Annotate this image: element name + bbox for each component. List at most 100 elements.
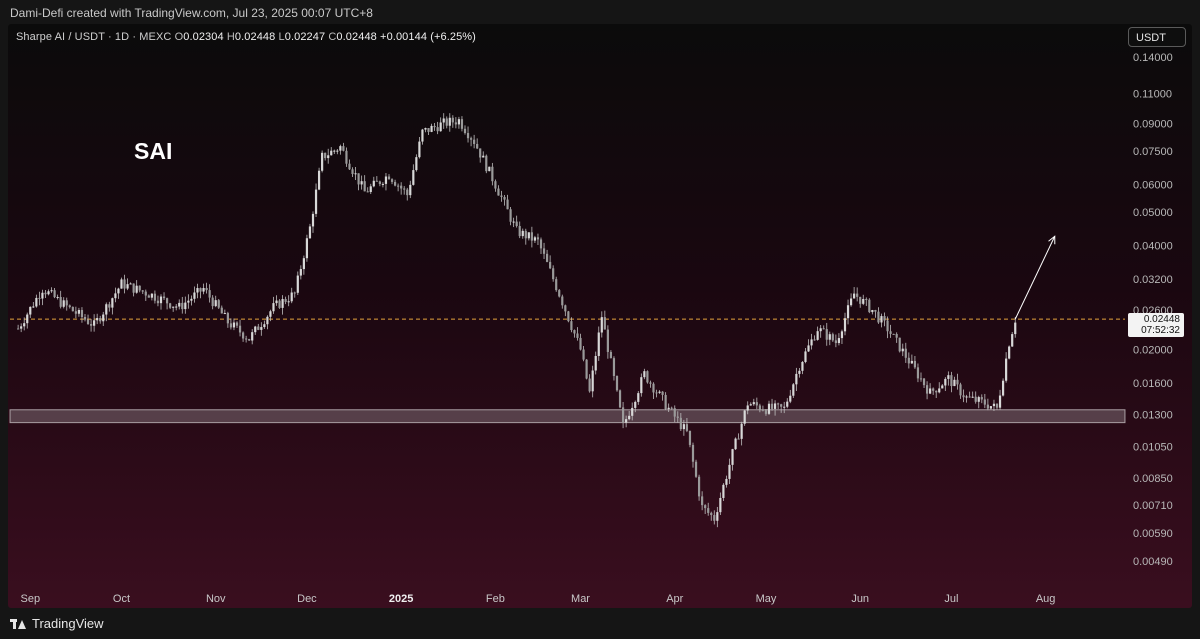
candle-body [789,395,792,402]
candle-body [427,128,430,132]
y-tick-label: 0.02000 [1133,345,1173,357]
open-label: O [174,31,184,43]
candle-body [877,311,880,323]
candle-body [533,237,537,241]
candle-body [184,302,187,310]
candle-body [135,285,138,293]
candle-body [707,508,710,513]
candle-body [740,423,743,439]
candle-body [111,298,114,308]
candle-body [819,328,822,332]
y-tick-label: 0.06000 [1133,179,1173,191]
candle-body [904,348,907,358]
candle-body [147,295,150,298]
candle-body [989,406,993,409]
candle-body [162,296,166,299]
candle-body [199,288,202,292]
candle-body [433,125,436,128]
candle-body [874,309,877,312]
candle-body [512,221,515,223]
candle-body [801,361,804,371]
candle-body [369,186,372,192]
high-value: 0.02448 [234,31,276,43]
candle-body [840,331,844,339]
candle-body [618,390,622,408]
candle-body [503,197,506,200]
candle-body [299,269,302,276]
candle-body [549,261,552,269]
low-value: 0.02247 [284,31,326,43]
close-value: 0.02448 [336,31,377,43]
low-label: L [278,31,285,43]
candle-body [880,316,883,323]
candle-body [898,337,901,352]
candle-body [968,396,971,398]
currency-button[interactable]: USDT [1128,27,1186,47]
candle-body [752,402,755,405]
candle-body [47,291,50,295]
candle-body [780,404,783,407]
candle-body [649,382,652,384]
candle-body [722,484,725,498]
candle-body [1001,380,1005,396]
candle-body [929,388,932,394]
footer-bar [0,612,1200,639]
y-tick-label: 0.01050 [1133,441,1173,453]
candle-body [390,179,394,182]
candle-body [421,129,424,142]
candle-body [202,287,205,292]
candle-body [65,300,68,306]
candle-body [834,340,837,344]
candle-body [494,181,497,189]
candle-body [625,419,628,423]
candle-body [822,328,825,330]
candle-body [637,393,640,402]
candle-body [339,146,342,151]
candle-body [245,338,248,340]
chart-pane[interactable] [8,24,1192,608]
candle-body [661,391,664,395]
candle-body [400,185,403,189]
candle-body [89,324,93,326]
candle-body [786,401,789,407]
candle-body [542,248,546,254]
x-tick-label: Mar [571,593,590,605]
candle-body [172,306,175,308]
candle-body [859,296,862,304]
candle-body [804,351,807,362]
candle-body [658,391,661,393]
candle-body [956,379,959,385]
candle-body [697,476,701,497]
candle-body [187,300,190,303]
candle-body [68,305,71,307]
candle-body [585,359,588,379]
candle-body [895,334,898,338]
candle-body [901,348,904,352]
close-label: C [328,31,337,43]
candle-body [910,360,913,364]
candle-body [159,296,163,304]
candle-body [1014,322,1017,335]
candle-body [153,293,157,301]
y-tick-label: 0.01300 [1133,409,1173,421]
ticker-label: SAI [134,138,173,164]
candle-body [856,293,859,297]
candle-body [321,152,324,171]
candle-body [615,375,619,391]
candle-body [545,253,549,262]
symbol-legend: Sharpe AI / USDT · 1D · MEXC O0.02304 H0… [16,31,476,43]
candle-body [567,311,570,322]
candle-body [123,279,126,289]
tradingview-logo[interactable]: TradingView [10,616,104,631]
candle-body [284,299,287,302]
last-price-label: 0.02448 07:52:32 [1128,313,1184,337]
candle-body [837,338,841,344]
candle-body [892,333,895,335]
candle-body [807,345,810,352]
candle-body [205,287,208,291]
candle-body [83,316,87,320]
candle-body [251,332,254,341]
candle-body [50,290,53,292]
candle-body [217,300,220,308]
